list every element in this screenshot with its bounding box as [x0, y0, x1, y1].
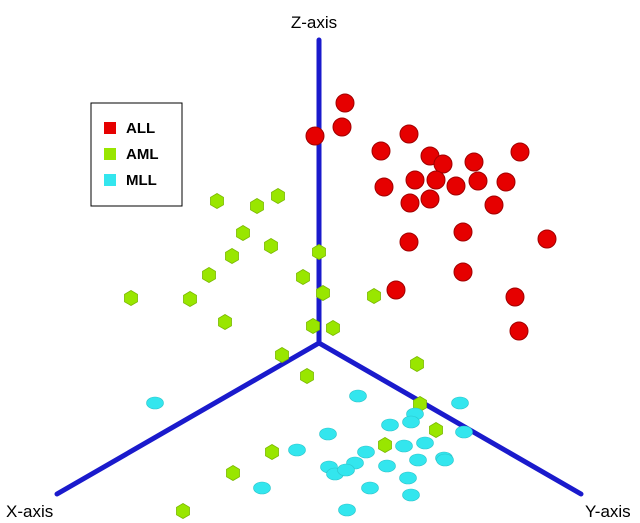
legend-label-mll: MLL — [126, 172, 157, 189]
data-point-aml-5 — [225, 248, 239, 264]
legend: ALL AML MLL — [90, 102, 183, 207]
data-points — [124, 93, 557, 519]
data-point-mll-8 — [416, 436, 434, 450]
data-point-aml-2 — [210, 193, 224, 209]
data-point-all-2 — [305, 126, 325, 146]
data-point-mll-23 — [338, 503, 356, 517]
data-point-aml-13 — [218, 314, 232, 330]
data-point-all-14 — [496, 172, 516, 192]
data-point-aml-17 — [300, 368, 314, 384]
data-point-all-15 — [400, 193, 420, 213]
data-point-mll-6 — [455, 425, 473, 439]
data-point-all-11 — [426, 170, 446, 190]
data-point-mll-16 — [378, 459, 396, 473]
data-point-mll-7 — [319, 427, 337, 441]
data-point-all-0 — [335, 93, 355, 113]
data-point-all-23 — [505, 287, 525, 307]
legend-item-aml: AML — [104, 146, 159, 163]
data-point-mll-19 — [436, 453, 454, 467]
data-point-all-10 — [405, 170, 425, 190]
data-point-mll-0 — [146, 396, 164, 410]
legend-label-all: ALL — [126, 120, 155, 137]
data-point-all-19 — [453, 222, 473, 242]
data-point-mll-11 — [357, 445, 375, 459]
z-axis-label: Z-axis — [291, 13, 337, 32]
data-point-mll-12 — [409, 453, 427, 467]
data-point-mll-22 — [253, 481, 271, 495]
data-point-all-13 — [468, 171, 488, 191]
data-point-mll-20 — [361, 481, 379, 495]
data-point-aml-23 — [226, 465, 240, 481]
data-point-aml-8 — [296, 269, 310, 285]
data-point-aml-9 — [183, 291, 197, 307]
data-point-mll-1 — [349, 389, 367, 403]
data-point-mll-2 — [451, 396, 469, 410]
data-point-aml-20 — [429, 422, 443, 438]
x-axis-line — [54, 340, 322, 497]
data-point-all-8 — [464, 152, 484, 172]
legend-label-aml: AML — [126, 146, 159, 163]
data-point-all-24 — [509, 321, 529, 341]
data-point-aml-3 — [236, 225, 250, 241]
data-point-aml-11 — [316, 285, 330, 301]
data-point-mll-9 — [395, 439, 413, 453]
data-point-aml-12 — [367, 288, 381, 304]
legend-swatch-aml — [104, 148, 116, 160]
data-point-aml-7 — [202, 267, 216, 283]
data-point-mll-21 — [402, 488, 420, 502]
data-point-all-9 — [374, 177, 394, 197]
data-point-all-7 — [433, 154, 453, 174]
data-point-mll-10 — [288, 443, 306, 457]
data-point-aml-1 — [250, 198, 264, 214]
legend-swatch-mll — [104, 174, 116, 186]
data-point-mll-18 — [337, 463, 355, 477]
data-point-all-16 — [420, 189, 440, 209]
legend-swatch-all — [104, 122, 116, 134]
data-point-aml-16 — [275, 347, 289, 363]
data-point-mll-24 — [399, 471, 417, 485]
data-point-aml-15 — [326, 320, 340, 336]
data-point-mll-5 — [402, 415, 420, 429]
data-point-aml-24 — [176, 503, 190, 519]
legend-item-all: ALL — [104, 120, 155, 137]
data-point-aml-10 — [124, 290, 138, 306]
data-point-aml-18 — [410, 356, 424, 372]
y-axis-line — [316, 340, 584, 497]
data-point-all-21 — [453, 262, 473, 282]
data-point-all-6 — [510, 142, 530, 162]
x-axis-label: X-axis — [6, 502, 53, 521]
data-point-all-17 — [484, 195, 504, 215]
legend-item-mll: MLL — [104, 172, 157, 189]
data-point-all-3 — [399, 124, 419, 144]
data-point-aml-4 — [264, 238, 278, 254]
data-point-all-4 — [371, 141, 391, 161]
data-point-aml-21 — [378, 437, 392, 453]
data-point-aml-22 — [265, 444, 279, 460]
data-point-mll-4 — [381, 418, 399, 432]
data-point-all-12 — [446, 176, 466, 196]
data-point-all-22 — [386, 280, 406, 300]
data-point-aml-0 — [271, 188, 285, 204]
data-point-all-18 — [399, 232, 419, 252]
data-point-all-20 — [537, 229, 557, 249]
data-point-all-1 — [332, 117, 352, 137]
data-point-aml-6 — [312, 244, 326, 260]
data-point-aml-14 — [306, 318, 320, 334]
y-axis-label: Y-axis — [585, 502, 631, 521]
